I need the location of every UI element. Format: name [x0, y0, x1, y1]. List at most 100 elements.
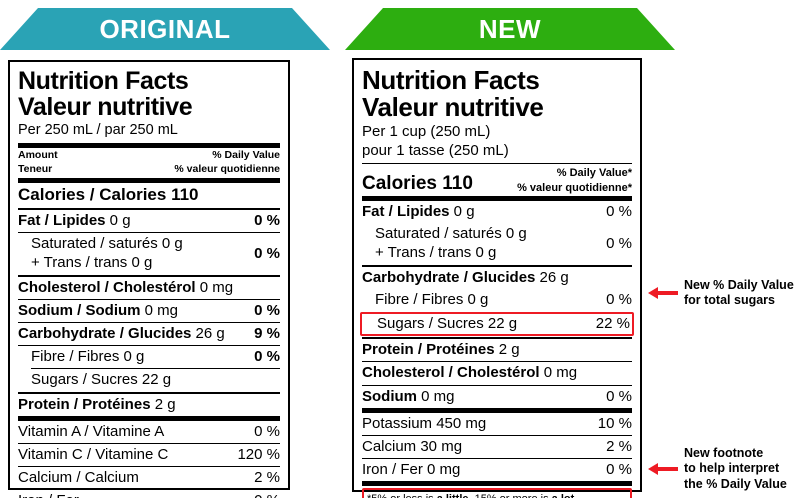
table-row: Carbohydrate / Glucides 26 g 9 %	[18, 323, 280, 345]
annotation-footnote-line1: New footnote	[684, 446, 764, 460]
calories-value: Calories 110	[362, 173, 473, 194]
nutrient-dv: 9 %	[254, 325, 280, 343]
table-row: Cholesterol / Cholestérol 0 mg	[362, 362, 632, 384]
table-row: Saturated / saturés 0 g + Trans / trans …	[362, 223, 632, 264]
nutrient-name: Calcium / Calcium	[18, 469, 139, 487]
nutrient-name: Cholesterol / Cholestérol	[18, 278, 196, 296]
annotation-sugars: New % Daily Value for total sugars	[648, 278, 794, 309]
calories-row: Calories / Calories 110	[18, 185, 199, 205]
nutrient-dv: 0 %	[606, 387, 632, 405]
banner-original-label: ORIGINAL	[99, 13, 231, 44]
rule-under-calories	[362, 196, 632, 201]
nutrient-name-line1: Saturated / saturés 0 g	[375, 225, 527, 243]
table-row: Iron / Fer 0 mg 0 %	[362, 459, 632, 481]
serving-size-en: Per 1 cup (250 mL)	[362, 123, 491, 141]
rule-above-calories	[18, 178, 280, 184]
row-divider	[18, 345, 280, 347]
nutrient-dv: 0 %	[254, 301, 280, 319]
row-divider	[18, 489, 280, 491]
nutrient-dv: 0 %	[606, 203, 632, 220]
annotation-sugars-line1: New % Daily Value	[684, 278, 794, 292]
serving-size-fr: pour 1 tasse (250 mL)	[362, 142, 509, 160]
footnote-en-bold2: a lot	[552, 493, 575, 498]
rule-under-serving	[362, 163, 632, 165]
annotation-footnote-text: New footnote to help interpret the % Dai…	[684, 446, 787, 492]
serving-size: Per 250 mL / par 250 mL	[18, 122, 178, 138]
row-divider	[362, 361, 632, 363]
calories-row: Calories 110 % Daily Value* % valeur quo…	[362, 164, 632, 196]
table-row: Sodium / Sodium 0 mg 0 %	[18, 300, 280, 322]
nutrient-dv: 0 %	[248, 491, 280, 498]
nutrient-name: Vitamin A / Vitamine A	[18, 422, 165, 440]
nutrient-name: Sodium	[362, 387, 417, 405]
footnote-box: *5% or less is a little, 15% or more is …	[362, 488, 632, 498]
table-row: Fat / Lipides 0 g 0 %	[18, 210, 280, 232]
nutrient-dv: 0 %	[254, 348, 280, 366]
nutrient-name: Protein / Protéines	[362, 341, 495, 359]
footnote-en-pre: *5% or less is	[367, 493, 437, 498]
row-divider	[362, 337, 632, 340]
row-divider	[18, 232, 280, 234]
nutrient-amount: 2 g	[494, 341, 520, 359]
column-header-dv-en: % Daily Value*	[556, 167, 632, 180]
row-divider	[362, 434, 632, 436]
nutrition-label-original: Nutrition Facts Valeur nutritive Per 250…	[8, 60, 290, 498]
rule-under-calories	[18, 208, 280, 211]
table-row: Saturated / saturés 0 g + Trans / trans …	[18, 233, 280, 274]
rule-above-vitamins	[18, 415, 280, 421]
column-header-dv-en: % Daily Value	[212, 149, 280, 162]
row-divider	[362, 264, 632, 267]
label-title-en: Nutrition Facts	[362, 65, 540, 95]
arrow-left-icon	[648, 287, 678, 300]
nutrient-amount: 0 mg	[195, 278, 234, 296]
nutrient-name: Carbohydrate / Glucides	[362, 268, 536, 286]
nutrient-name: Iron / Fer 0 mg	[362, 461, 461, 479]
table-row: Fibre / Fibres 0 g 0 %	[362, 289, 632, 311]
nutrient-dv: 0 %	[606, 234, 632, 252]
row-divider	[18, 391, 280, 394]
nutrient-name: Potassium 450 mg	[362, 414, 487, 432]
nutrient-dv: 22 %	[595, 314, 630, 332]
table-row: Iron / Fer 0 %	[18, 490, 280, 498]
table-row: Calcium / Calcium 2 %	[18, 467, 280, 489]
row-divider	[18, 322, 280, 324]
row-divider	[18, 298, 280, 300]
table-row-sugars: Sugars / Sucres 22 g	[18, 369, 280, 391]
rule-under-serving	[18, 143, 280, 149]
nutrient-name: Carbohydrate / Glucides	[18, 325, 192, 343]
nutrient-amount: 0 mg	[539, 364, 578, 382]
banner-new-label: NEW	[478, 13, 542, 44]
nutrient-name: Vitamin C / Vitamine C	[18, 445, 169, 463]
row-divider	[18, 466, 280, 468]
column-header-dv-fr: % valeur quotidienne	[174, 163, 280, 176]
nutrient-name: Sugars / Sucres 22 g	[31, 371, 172, 389]
nutrient-dv: 120 %	[237, 445, 280, 463]
arrow-left-icon	[648, 462, 678, 475]
annotation-footnote-line3: the % Daily Value	[684, 476, 787, 491]
nutrient-amount: 26 g	[535, 268, 569, 286]
nutrient-name: Fat / Lipides	[362, 203, 450, 220]
banner-new: NEW	[345, 8, 675, 50]
table-row: Sodium 0 mg 0 %	[362, 386, 632, 408]
table-row: Protein / Protéines 2 g	[18, 394, 280, 416]
nutrient-dv: 2 %	[606, 437, 632, 455]
nutrient-name: Fibre / Fibres 0 g	[31, 348, 145, 366]
sugars-highlight-box: Sugars / Sucres 22 g 22 %	[360, 311, 634, 337]
nutrient-dv: 0 %	[254, 422, 280, 440]
nutrient-name-line2: + Trans / trans 0 g	[31, 254, 153, 272]
table-row: Fat / Lipides 0 g 0 %	[362, 201, 632, 223]
nutrient-name: Calcium 30 mg	[362, 437, 463, 455]
row-divider	[31, 368, 280, 370]
nutrient-amount: 0 g	[105, 212, 131, 230]
rule-above-minerals	[362, 407, 632, 413]
nutrient-name: Cholesterol / Cholestérol	[362, 364, 540, 382]
nutrient-dv: 2 %	[254, 469, 280, 487]
column-header: Amount Teneur % Daily Value % valeur quo…	[18, 148, 280, 178]
nutrient-name-line1: Saturated / saturés 0 g	[31, 235, 183, 253]
table-row: Calcium 30 mg 2 %	[362, 436, 632, 458]
label-title-fr: Valeur nutritive	[362, 91, 544, 122]
nutrient-name: Fat / Lipides	[18, 212, 106, 230]
nutrient-amount: 0 mg	[417, 387, 455, 405]
table-row: Carbohydrate / Glucides 26 g	[362, 267, 632, 289]
